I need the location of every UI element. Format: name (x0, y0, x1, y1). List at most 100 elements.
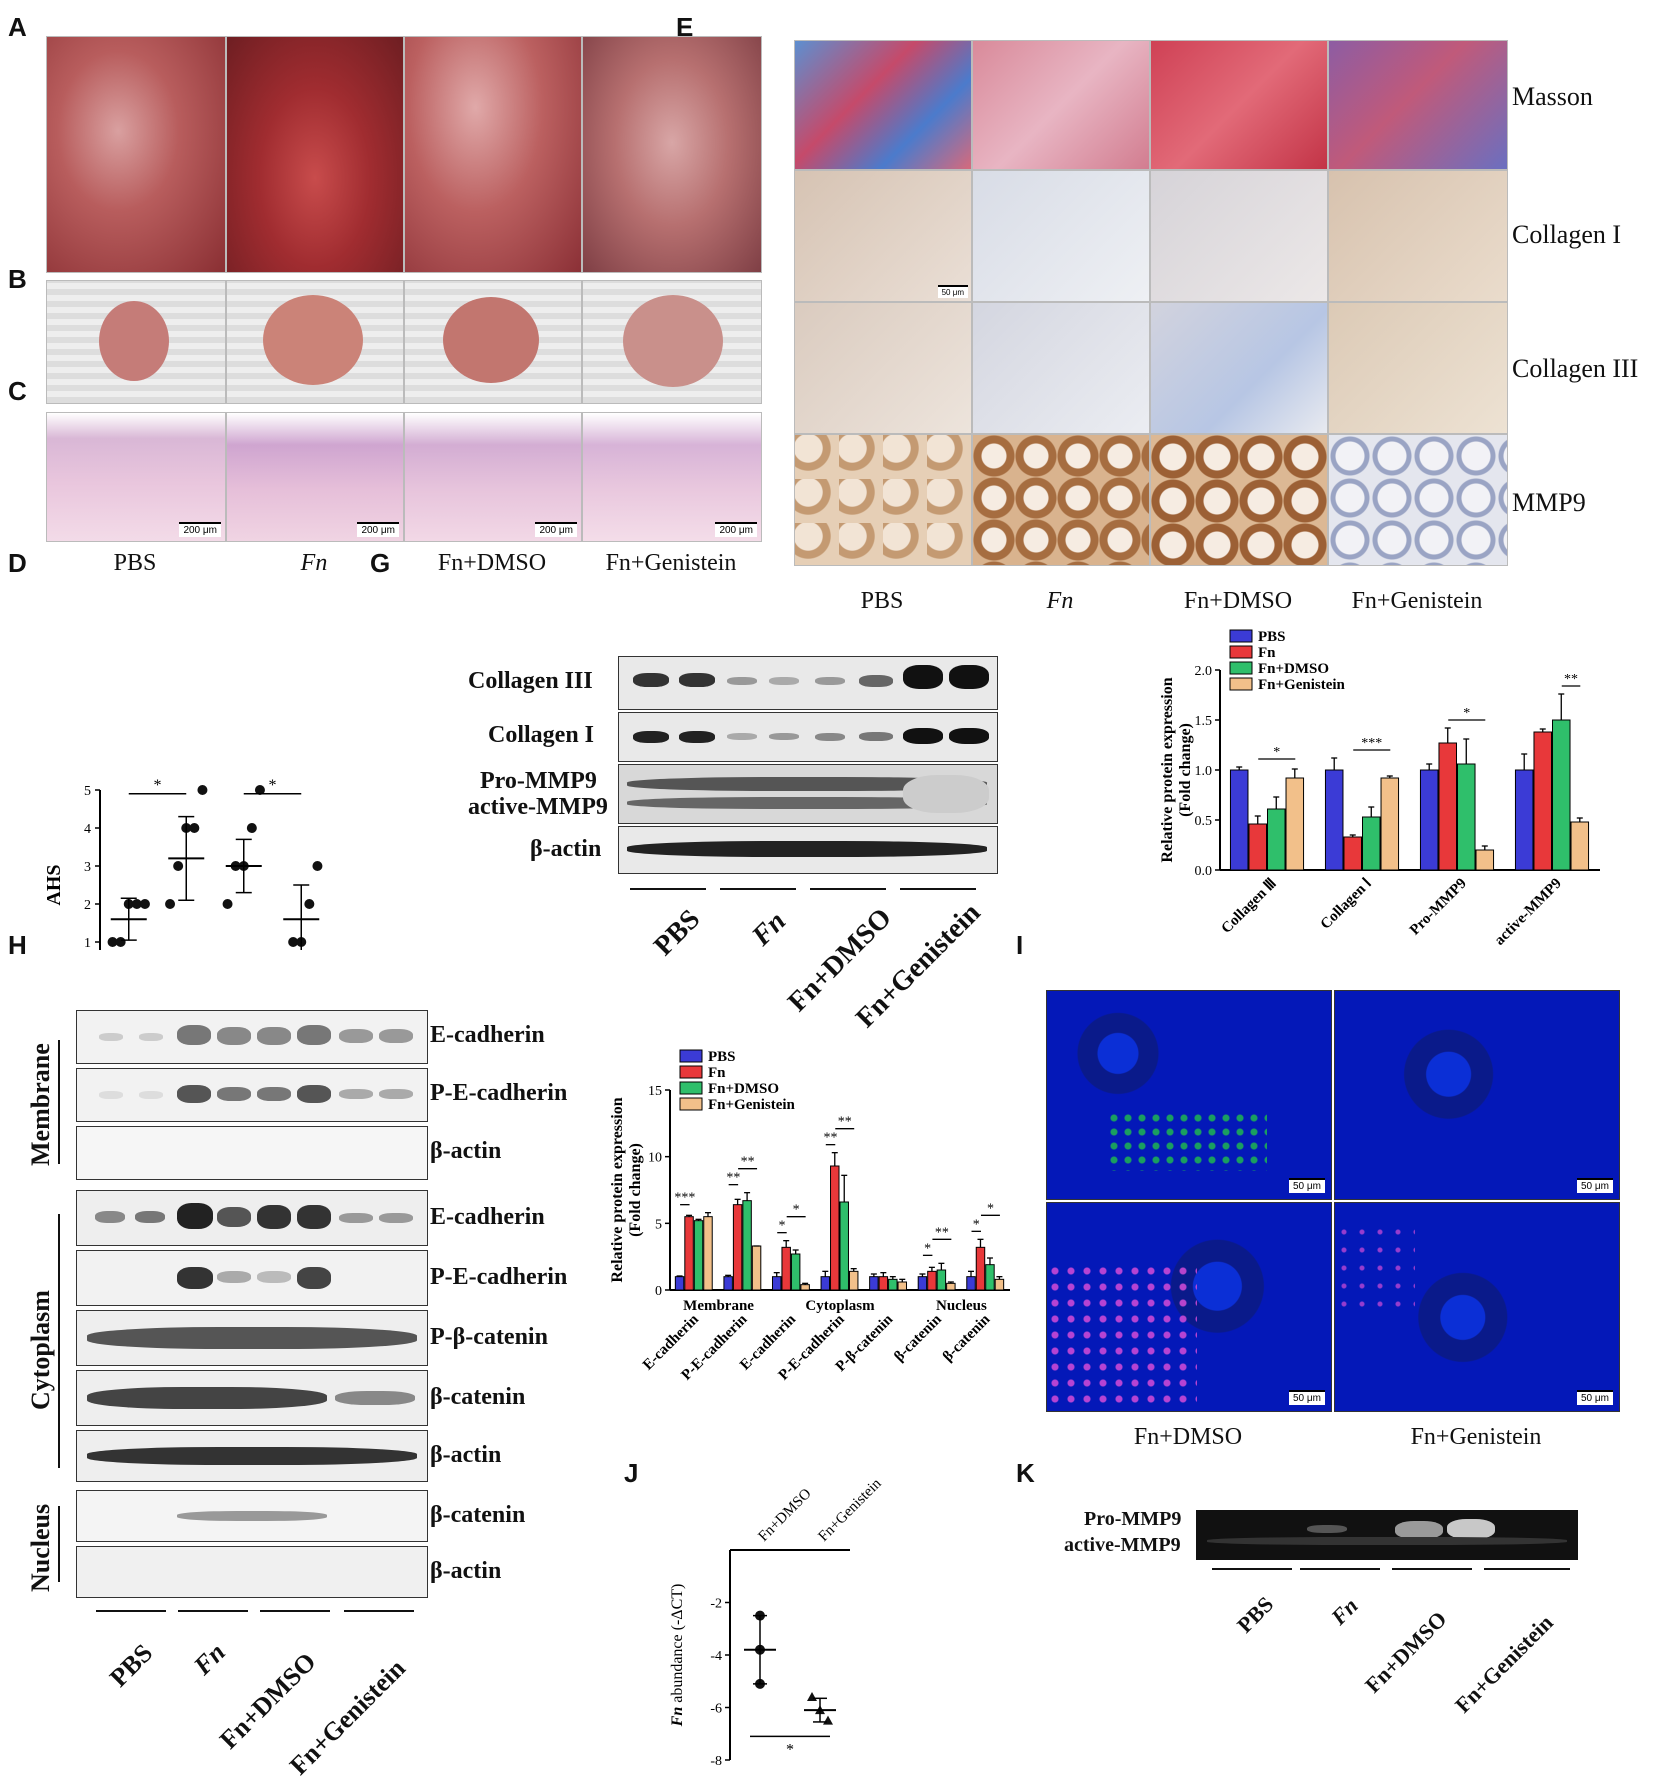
fraction-nucleus: Nucleus (26, 1503, 55, 1592)
y-tick-label: 3 (84, 860, 91, 875)
stain-label-masson: Masson (1512, 82, 1593, 111)
data-point (131, 899, 142, 909)
legend-label: PBS (1258, 629, 1286, 645)
group-label-pbs-abc: PBS (113, 550, 157, 576)
x-tick-label: β-catenin (940, 1311, 994, 1365)
bar (985, 1264, 995, 1291)
if-label-fn-gen: Fn+Genistein (1410, 1424, 1542, 1450)
stain-label-col1: Collagen I (1512, 220, 1622, 249)
group-label-fn-abc: Fn (300, 550, 328, 576)
data-point (115, 937, 126, 947)
blot-g-line-4 (900, 888, 976, 890)
bar (878, 1276, 889, 1291)
blot-g-collagen1 (618, 712, 998, 762)
blot-h-label-5: P-β-catenin (430, 1324, 548, 1350)
if-fn-gen-bottom: 50 μm (1334, 1202, 1620, 1412)
blot-h-nuc-bcat (76, 1490, 428, 1542)
legend-label: Fn (708, 1065, 726, 1081)
sig-label: * (1463, 706, 1470, 721)
panel-label-k: K (1016, 1458, 1035, 1488)
blot-k-xlabel-fn-dmso: Fn+DMSO (1360, 1606, 1452, 1698)
mmp9-fn-genistein (1328, 434, 1508, 566)
scale-bar-i4: 50 μm (1577, 1390, 1613, 1405)
scale-bar-c4: 200 μm (715, 522, 757, 537)
bar (1343, 836, 1363, 871)
legend-label: Fn+DMSO (1258, 661, 1329, 677)
blot-h-label-1: P-E-cadherin (430, 1080, 568, 1106)
bar (1267, 808, 1286, 871)
y-axis-label-2: (Fold change) (1177, 723, 1194, 817)
bar (751, 1245, 762, 1291)
bar (1229, 769, 1249, 871)
blot-h-label-6: β-catenin (430, 1384, 526, 1410)
scale-bar-c2: 200 μm (357, 522, 399, 537)
bar (946, 1282, 956, 1291)
panel-label-b: B (8, 264, 27, 294)
panel-label-i: I (1016, 930, 1024, 960)
group-label-fn-ef: Fn (1046, 588, 1074, 614)
sig-label: ** (935, 1225, 949, 1240)
group-label-fn-gen-ef: Fn+Genistein (1351, 588, 1483, 614)
y-tick-label: 0 (655, 1284, 662, 1299)
blot-h-label-3: E-cadherin (430, 1204, 545, 1230)
sig-label: ** (726, 1171, 740, 1186)
y-axis-label: Relative protein expression (1159, 677, 1176, 862)
panel-label-j: J (624, 1458, 639, 1488)
if-fn-dmso-top: 50 μm (1046, 990, 1332, 1200)
bar (1248, 823, 1268, 871)
bar (927, 1270, 937, 1291)
fraction-membrane: Membrane (26, 1043, 55, 1166)
blot-h-cyt-actin (76, 1430, 428, 1482)
blot-k-line-3 (1392, 1568, 1472, 1570)
bar (684, 1216, 694, 1291)
blot-k-xlabel-pbs: PBS (1232, 1591, 1279, 1638)
bar (674, 1276, 685, 1291)
data-point (288, 937, 299, 947)
bar (800, 1284, 810, 1291)
section-label: Cytoplasm (805, 1298, 875, 1314)
y-tick-label: 10 (648, 1151, 662, 1166)
y-tick-label: -6 (710, 1702, 722, 1717)
group-label-fn-dmso-abc: Fn+DMSO (437, 550, 547, 576)
x-tick-label: Collagen Ⅰ (1318, 876, 1375, 933)
bar (936, 1269, 947, 1291)
panel-label-a: A (8, 12, 27, 42)
y-tick-label: -8 (710, 1754, 722, 1769)
bar (1362, 816, 1381, 871)
masson-fn (972, 40, 1150, 170)
bar (1380, 777, 1400, 871)
if-label-fn-dmso: Fn+DMSO (1133, 1424, 1243, 1450)
bar (1457, 763, 1476, 871)
blot-k (1196, 1510, 1578, 1560)
sig-label: * (924, 1241, 931, 1256)
scale-bar-i1: 50 μm (1289, 1178, 1325, 1193)
sig-label: ** (1564, 672, 1578, 687)
blot-k-line-4 (1484, 1568, 1570, 1570)
blot-h-mem-pecad (76, 1068, 428, 1122)
blot-h-label-4: P-E-cadherin (430, 1264, 568, 1290)
stain-label-mmp9: MMP9 (1512, 488, 1586, 517)
if-fn-gen-top: 50 μm (1334, 990, 1620, 1200)
stain-label-col3: Collagen III (1512, 354, 1639, 383)
blot-g-xlabel-pbs: PBS (648, 903, 707, 962)
y-tick-label: 1.0 (1195, 764, 1213, 779)
y-tick-label: 0.0 (1195, 864, 1213, 879)
blot-g-collagen3 (618, 656, 998, 710)
blot-g-label-pro: Pro-MMP9 (480, 768, 597, 794)
bar (1419, 769, 1439, 871)
he-fn-dmso: 200 μm (404, 412, 582, 542)
panel-label-d: D (8, 548, 27, 578)
bar (1285, 777, 1305, 871)
bracket-membrane (58, 1040, 60, 1164)
data-point (807, 1692, 817, 1701)
bar (771, 1276, 782, 1291)
y-tick-label: 5 (655, 1217, 662, 1232)
blot-h-line-3 (260, 1610, 330, 1612)
panel-label-h: H (8, 930, 27, 960)
chart-g: 0.0 0.5 1.0 1.5 2.0 Relative protein expressi… (1159, 629, 1600, 949)
masson-fn-genistein (1328, 40, 1508, 170)
bar (994, 1278, 1005, 1291)
chart-h: 0 5 10 15 Relative protein expression (Fold c… (609, 1049, 1010, 1384)
blot-g-line-1 (630, 888, 706, 890)
legend-label: Fn+DMSO (708, 1081, 779, 1097)
